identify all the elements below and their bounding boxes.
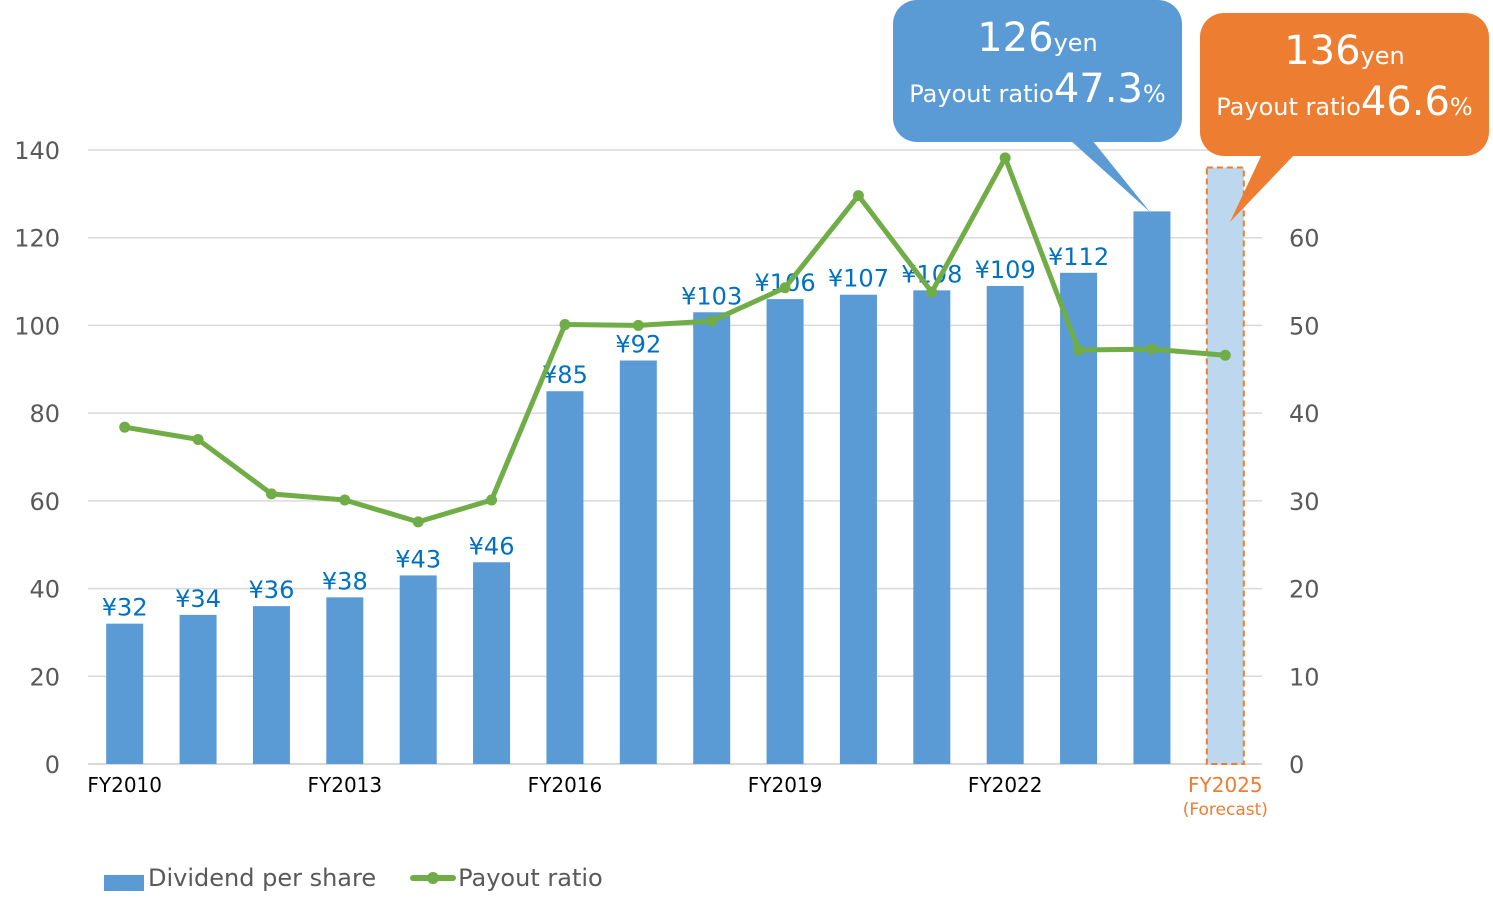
- bar: [766, 299, 804, 764]
- callout-fy2024: 126yen Payout ratio47.3%: [893, 0, 1182, 142]
- bar-forecast: [1205, 166, 1245, 766]
- legend-item-dividend: Dividend per share: [104, 864, 376, 892]
- bar-data-label: ¥34: [175, 585, 221, 613]
- y-left-tick-label: 140: [14, 137, 60, 165]
- callout-ratio-label: Payout ratio: [909, 80, 1054, 108]
- callout-pct: %: [1449, 93, 1473, 121]
- bar-data-label: ¥46: [469, 532, 515, 560]
- forecast-note: (Forecast): [1183, 800, 1268, 820]
- callout-dividend-value: 126: [977, 15, 1054, 61]
- payout-ratio-point: [1073, 344, 1085, 356]
- bar: [473, 562, 511, 764]
- y-left-tick-label: 80: [29, 400, 60, 428]
- payout-ratio-point: [119, 421, 131, 433]
- bar-data-label: ¥92: [615, 331, 661, 359]
- x-tick-label: FY2013: [308, 773, 383, 797]
- bar-data-label: ¥38: [322, 567, 368, 595]
- payout-ratio-point: [852, 190, 864, 202]
- payout-ratio-point: [412, 516, 424, 528]
- x-tick-label: FY2019: [748, 773, 823, 797]
- bar-data-label: ¥103: [681, 282, 742, 310]
- callout-dividend-value: 136: [1284, 28, 1361, 74]
- bar: [399, 575, 437, 764]
- callout-unit: yen: [1360, 42, 1405, 70]
- payout-ratio-point: [559, 319, 571, 331]
- bar-data-label: ¥43: [395, 545, 441, 573]
- legend-label-dividend: Dividend per share: [148, 864, 377, 892]
- payout-ratio-point: [999, 152, 1011, 164]
- bar-data-label: ¥107: [828, 265, 889, 293]
- payout-ratio-point: [1219, 349, 1231, 361]
- y-left-tick-label: 40: [29, 576, 60, 604]
- bar: [839, 294, 877, 764]
- bar: [693, 312, 731, 764]
- y-right-tick-label: 40: [1289, 400, 1320, 428]
- bar-data-label: ¥112: [1048, 243, 1109, 271]
- callout-pct: %: [1142, 80, 1166, 108]
- y-right-tick-label: 60: [1289, 225, 1320, 253]
- x-tick-label: FY2022: [968, 773, 1043, 797]
- y-left-tick-label: 60: [29, 488, 60, 516]
- legend: Dividend per share Payout ratio: [104, 864, 637, 892]
- y-right-tick-label: 0: [1289, 751, 1304, 779]
- payout-ratio-point: [265, 488, 277, 500]
- callout-ratio-value: 46.6: [1360, 79, 1450, 125]
- y-right-tick-label: 20: [1289, 576, 1320, 604]
- x-tick-label: FY2016: [528, 773, 603, 797]
- bar: [252, 606, 290, 764]
- legend-swatch-bar: [104, 875, 144, 891]
- callout-unit: yen: [1053, 29, 1098, 57]
- y-left-tick-label: 20: [29, 663, 60, 691]
- bar: [179, 614, 217, 764]
- callout-tail-fy2024: [1070, 140, 1150, 212]
- bar-data-label: ¥36: [249, 576, 295, 604]
- callout-tail-fy2025: [1230, 154, 1295, 222]
- payout-ratio-point: [706, 315, 718, 327]
- callout-ratio-label: Payout ratio: [1216, 93, 1361, 121]
- bar: [619, 360, 657, 764]
- bar-data-label: ¥109: [975, 256, 1036, 284]
- y-right-tick-label: 30: [1289, 488, 1320, 516]
- payout-ratio-line: [124, 155, 1226, 525]
- callout-fy2025: 136yen Payout ratio46.6%: [1200, 13, 1489, 156]
- legend-item-payout: Payout ratio: [410, 864, 603, 892]
- bar: [106, 623, 144, 764]
- y-right-tick-label: 10: [1289, 663, 1320, 691]
- bar: [986, 285, 1024, 764]
- bar: [913, 290, 951, 764]
- y-right-tick-label: 50: [1289, 312, 1320, 340]
- x-tick-label: FY2010: [87, 773, 162, 797]
- legend-swatch-line: [410, 872, 457, 884]
- payout-ratio-point: [632, 319, 644, 331]
- payout-ratio-point: [926, 286, 938, 298]
- y-left-tick-label: 100: [14, 312, 60, 340]
- payout-ratio-point: [1146, 343, 1158, 355]
- bar: [326, 597, 364, 764]
- payout-ratio-point: [779, 282, 791, 294]
- payout-ratio-point: [339, 494, 351, 506]
- y-left-tick-label: 120: [14, 225, 60, 253]
- legend-label-payout: Payout ratio: [458, 864, 603, 892]
- bar: [1133, 211, 1171, 764]
- bar-data-label: ¥32: [102, 594, 148, 622]
- payout-ratio-point: [486, 494, 498, 506]
- payout-ratio-point: [192, 433, 204, 445]
- y-left-tick-label: 0: [45, 751, 60, 779]
- x-tick-label: FY2025: [1188, 773, 1263, 797]
- callout-ratio-value: 47.3: [1053, 66, 1143, 112]
- bar: [546, 391, 584, 764]
